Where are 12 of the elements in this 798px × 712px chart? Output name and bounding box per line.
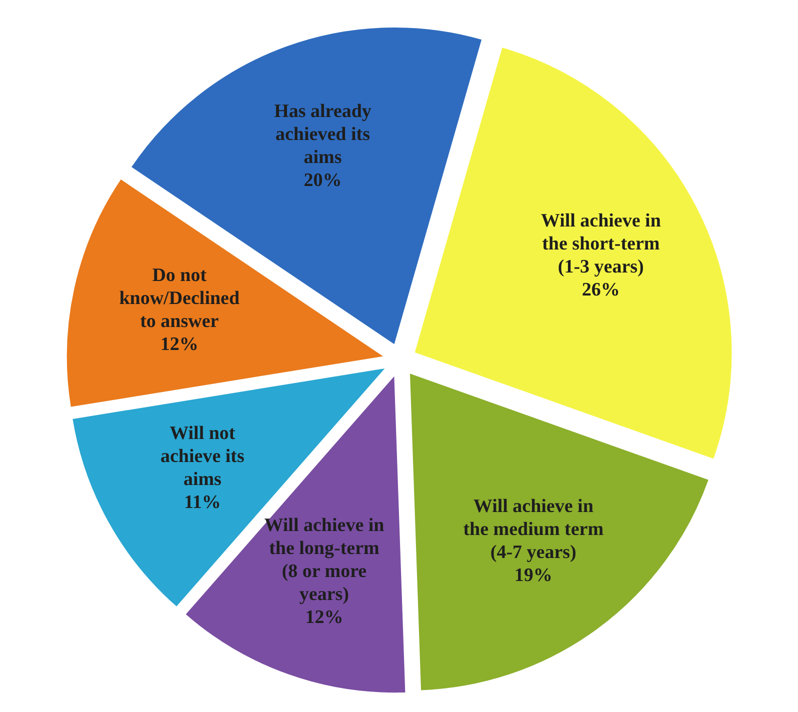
slice-label: Do not know/Declined to answer <box>119 265 240 332</box>
slice-label: Will achieve in the long-term (8 or more years) <box>264 515 385 606</box>
data-label: 12% <box>305 607 344 628</box>
data-label: 20% <box>304 170 342 192</box>
slice-label: Has already achieved its aims <box>274 102 372 169</box>
slice-label: Will achieve in the medium term (4-7 years) <box>463 496 604 564</box>
slice-label: Will achieve in the short-term (1-3 years) <box>540 210 662 278</box>
data-label: 11% <box>184 492 221 514</box>
data-label: 26% <box>582 280 620 301</box>
data-label: 19% <box>514 565 552 586</box>
data-label: 12% <box>160 334 198 356</box>
slice-label: Will not achieve its aims <box>160 423 244 490</box>
